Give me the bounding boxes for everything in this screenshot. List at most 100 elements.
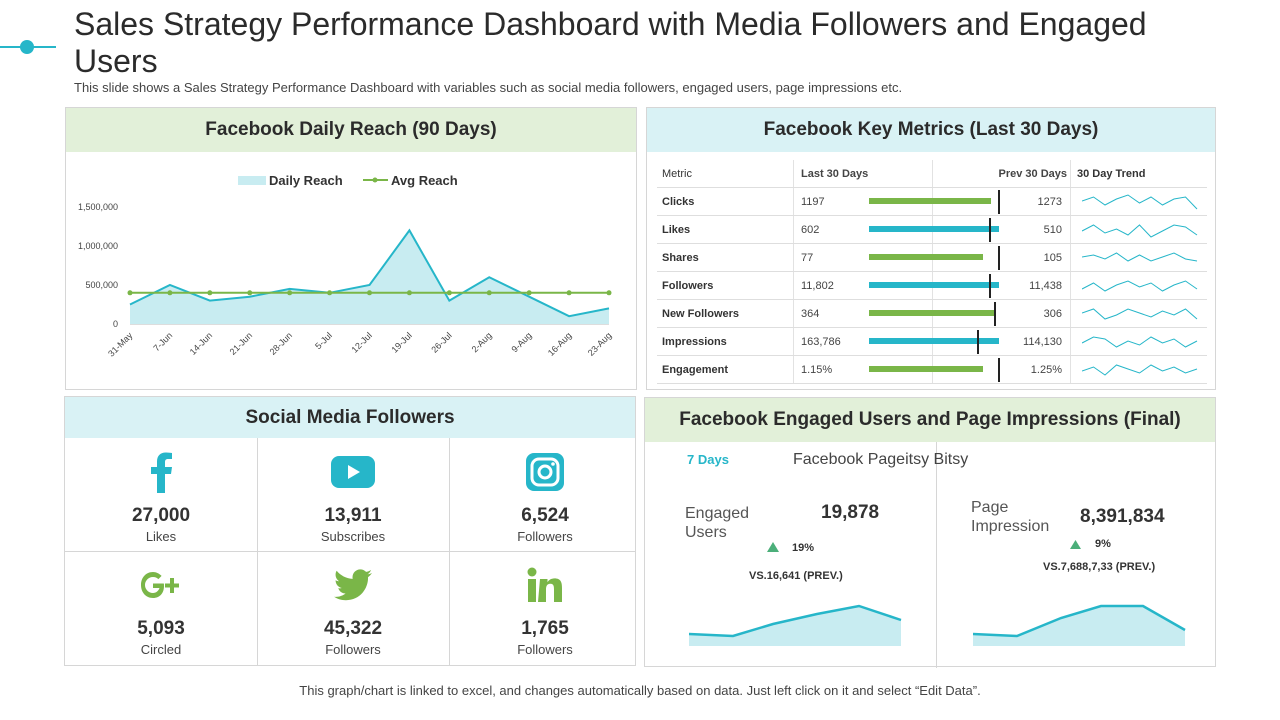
avg-reach-point	[327, 290, 333, 296]
trend-sparkline	[1082, 364, 1198, 376]
metric-last-30: 1197	[801, 196, 825, 208]
metric-name: Clicks	[662, 196, 695, 208]
x-tick-label: 28-Jun	[268, 330, 295, 357]
engaged-users-value: 19,878	[821, 502, 880, 523]
trend-sparkline	[1082, 252, 1198, 262]
facebook-value: 27,000	[131, 505, 191, 526]
y-tick-label: 1,000,000	[78, 241, 118, 251]
twitter-stat: 45,322 Followers	[257, 551, 449, 664]
social-followers-grid: 27,000 Likes 13,911 Subscribes	[65, 438, 635, 665]
avg-reach-point	[127, 290, 133, 296]
x-tick-label: 31-May	[106, 330, 135, 359]
avg-reach-point	[247, 290, 253, 296]
metric-name: Shares	[662, 252, 699, 264]
x-tick-label: 7-Jun	[151, 330, 174, 353]
legend-avg-label: Avg Reach	[391, 173, 458, 188]
trend-sparkline	[1082, 194, 1198, 210]
metric-name: Likes	[662, 224, 691, 236]
google-plus-label: Circled	[140, 642, 182, 657]
instagram-value: 6,524	[521, 505, 569, 526]
avg-reach-point	[566, 290, 572, 296]
page-impression-prev: VS.7,688,7,33 (PREV.)	[1043, 561, 1156, 573]
key-metrics-table: Metric Last 30 Days Prev 30 Days 30 Day …	[657, 160, 1207, 384]
engaged-users-sparkline	[689, 604, 902, 646]
key-metrics-panel: Facebook Key Metrics (Last 30 Days) Metr…	[646, 107, 1216, 390]
metric-name: Followers	[662, 280, 714, 292]
y-tick-label: 0	[113, 319, 118, 329]
up-arrow-icon	[767, 542, 779, 552]
metric-prev-30: 105	[1043, 252, 1062, 264]
x-tick-label: 5-Jul	[313, 330, 334, 351]
x-tick-label: 12-Jul	[350, 330, 374, 354]
daily-reach-chart[interactable]: Daily Reach Avg Reach 1,500,000 1,000,000…	[66, 152, 636, 389]
metric-prev-30: 510	[1043, 224, 1062, 236]
avg-reach-point	[207, 290, 213, 296]
engaged-users-prev: VS.16,641 (PREV.)	[749, 570, 843, 582]
linkedin-value: 1,765	[521, 618, 569, 639]
engaged-users-label: Engaged Users	[685, 505, 750, 541]
linkedin-stat: 1,765 Followers	[449, 551, 641, 664]
y-tick-label: 500,000	[85, 280, 118, 290]
y-tick-label: 1,500,000	[78, 202, 118, 212]
metric-bar	[869, 366, 984, 372]
daily-reach-title: Facebook Daily Reach (90 Days)	[66, 108, 636, 152]
metric-target-marker	[998, 246, 1000, 270]
metric-target-marker	[977, 330, 980, 354]
metric-target-marker	[998, 190, 1000, 214]
metric-prev-30: 1273	[1037, 196, 1062, 208]
metric-prev-30: 114,130	[1023, 336, 1062, 348]
engaged-users-title: Facebook Engaged Users and Page Impressi…	[645, 398, 1215, 442]
x-tick-label: 14-Jun	[188, 330, 215, 357]
metric-bar	[869, 310, 997, 316]
page-impression-sparkline	[973, 604, 1186, 646]
metric-target-marker	[988, 274, 991, 298]
twitter-value: 45,322	[323, 618, 383, 639]
legend-avg-marker	[372, 177, 378, 183]
youtube-icon	[331, 456, 375, 488]
trend-sparkline	[1082, 280, 1198, 292]
header-last-30: Last 30 Days	[801, 168, 869, 180]
avg-reach-point	[287, 290, 293, 296]
legend-daily-label: Daily Reach	[269, 173, 343, 188]
legend-daily-swatch	[238, 176, 266, 185]
period-label: 7 Days	[687, 452, 729, 467]
youtube-stat: 13,911 Subscribes	[257, 438, 449, 551]
metric-row: Clicks 1197 1273	[657, 188, 1207, 216]
trend-sparkline	[1082, 224, 1198, 238]
metric-last-30: 163,786	[801, 336, 841, 348]
instagram-label: Followers	[517, 529, 573, 544]
social-followers-title: Social Media Followers	[65, 397, 635, 438]
metric-row: Shares 77 105	[657, 244, 1207, 272]
trend-sparkline	[1082, 308, 1198, 320]
google-plus-icon	[141, 572, 179, 598]
header-trend: 30 Day Trend	[1077, 168, 1146, 180]
page-impression-change: 9%	[1095, 538, 1111, 550]
x-tick-label: 2-Aug	[470, 330, 494, 354]
page-subtitle: This slide shows a Sales Strategy Perfor…	[74, 80, 903, 95]
metric-prev-30: 306	[1043, 308, 1062, 320]
avg-reach-point	[606, 290, 612, 296]
instagram-icon	[526, 453, 564, 491]
trend-sparkline	[1082, 336, 1198, 348]
instagram-stat: 6,524 Followers	[449, 438, 641, 551]
linkedin-label: Followers	[517, 642, 573, 657]
twitter-icon	[334, 569, 372, 601]
header-metric: Metric	[662, 168, 692, 180]
metric-last-30: 602	[801, 224, 820, 236]
youtube-value: 13,911	[324, 505, 382, 526]
avg-reach-point	[167, 290, 173, 296]
header-prev-30: Prev 30 Days	[998, 168, 1068, 180]
youtube-label: Subscribes	[320, 529, 386, 544]
metric-bar	[869, 198, 992, 204]
metric-last-30: 364	[801, 308, 820, 320]
x-tick-label: 21-Jun	[228, 330, 255, 357]
google-plus-stat: 5,093 Circled	[65, 551, 257, 664]
google-plus-value: 5,093	[137, 618, 185, 639]
x-tick-label: 16-Aug	[546, 330, 574, 358]
metric-target-marker	[994, 302, 997, 326]
daily-reach-panel: Facebook Daily Reach (90 Days) Daily Rea…	[65, 107, 637, 390]
footer-note: This graph/chart is linked to excel, and…	[299, 683, 981, 698]
social-followers-panel: Social Media Followers 27,000 Likes 13,9…	[64, 396, 636, 666]
key-metrics-title: Facebook Key Metrics (Last 30 Days)	[647, 108, 1215, 152]
daily-reach-line	[129, 228, 610, 318]
